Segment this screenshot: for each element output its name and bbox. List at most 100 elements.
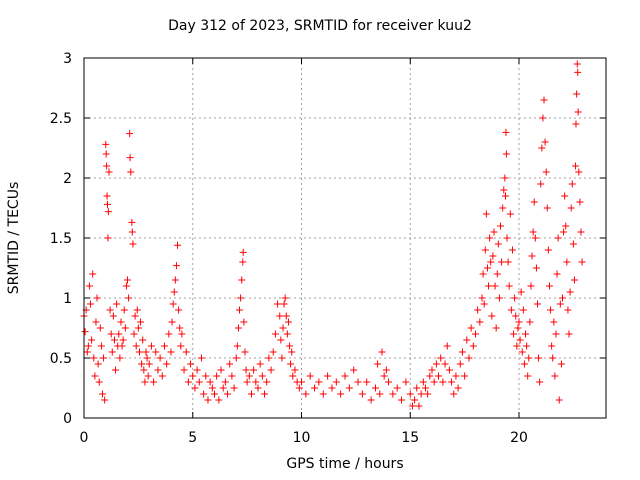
data-point bbox=[578, 258, 586, 266]
data-point bbox=[177, 342, 185, 350]
y-tick-label: 0 bbox=[63, 411, 72, 427]
data-point bbox=[165, 330, 173, 338]
x-tick-label: 15 bbox=[401, 430, 419, 446]
data-point bbox=[289, 372, 297, 380]
data-point bbox=[523, 342, 531, 350]
grid-lines bbox=[84, 58, 606, 418]
data-point bbox=[252, 378, 260, 386]
data-point bbox=[90, 354, 98, 362]
data-point bbox=[243, 378, 251, 386]
data-point bbox=[291, 366, 299, 374]
data-point bbox=[280, 300, 288, 308]
data-point bbox=[493, 270, 501, 278]
data-point bbox=[528, 252, 536, 260]
data-point bbox=[236, 306, 244, 314]
data-point bbox=[137, 318, 145, 326]
data-point bbox=[238, 276, 246, 284]
data-point bbox=[417, 390, 425, 398]
data-point bbox=[93, 294, 101, 302]
data-point bbox=[500, 186, 508, 194]
data-point bbox=[311, 384, 319, 392]
data-point bbox=[430, 378, 438, 386]
data-point bbox=[465, 354, 473, 362]
data-point bbox=[490, 228, 498, 236]
data-point bbox=[495, 294, 503, 302]
data-point bbox=[233, 342, 241, 350]
data-point bbox=[574, 68, 582, 76]
data-point bbox=[514, 324, 522, 332]
data-point bbox=[160, 342, 168, 350]
data-point bbox=[492, 324, 500, 332]
data-point bbox=[530, 198, 538, 206]
data-point bbox=[367, 396, 375, 404]
data-point bbox=[551, 372, 559, 380]
data-point bbox=[172, 262, 180, 270]
data-point bbox=[261, 390, 269, 398]
y-tick-label: 1.5 bbox=[50, 231, 72, 247]
data-point bbox=[106, 306, 114, 314]
data-point bbox=[502, 150, 510, 158]
data-point bbox=[518, 348, 526, 356]
x-tick-label: 5 bbox=[188, 430, 197, 446]
data-point bbox=[472, 330, 479, 338]
data-point bbox=[265, 354, 273, 362]
data-point bbox=[402, 378, 410, 386]
data-point bbox=[113, 300, 121, 308]
data-point bbox=[354, 378, 362, 386]
data-point bbox=[215, 396, 223, 404]
data-point bbox=[513, 342, 521, 350]
data-point bbox=[544, 246, 552, 254]
data-point bbox=[437, 354, 445, 362]
data-point bbox=[573, 90, 581, 98]
data-point bbox=[489, 252, 497, 260]
data-point bbox=[128, 228, 136, 236]
data-point bbox=[85, 282, 93, 290]
data-point bbox=[288, 348, 296, 356]
data-point bbox=[328, 384, 336, 392]
data-point bbox=[413, 384, 421, 392]
y-tick-label: 1 bbox=[63, 291, 72, 307]
data-point bbox=[573, 60, 581, 68]
data-point bbox=[332, 378, 340, 386]
data-point bbox=[376, 390, 384, 398]
data-point bbox=[141, 378, 149, 386]
data-point bbox=[178, 330, 186, 338]
data-point bbox=[525, 354, 533, 362]
data-point bbox=[549, 354, 557, 362]
data-point bbox=[283, 330, 291, 338]
data-point bbox=[554, 234, 562, 242]
plot-frame bbox=[83, 57, 607, 419]
data-point bbox=[219, 384, 227, 392]
data-point bbox=[485, 282, 493, 290]
data-point bbox=[154, 366, 162, 374]
data-point bbox=[538, 144, 546, 152]
data-point bbox=[439, 378, 447, 386]
data-point bbox=[443, 342, 451, 350]
data-point bbox=[452, 372, 460, 380]
data-point bbox=[574, 108, 582, 116]
data-point bbox=[230, 384, 238, 392]
data-point bbox=[126, 130, 134, 138]
data-point bbox=[576, 198, 584, 206]
data-point bbox=[128, 218, 136, 226]
data-point bbox=[232, 354, 240, 362]
data-point bbox=[541, 138, 549, 146]
data-point bbox=[564, 306, 572, 314]
data-point bbox=[537, 180, 545, 188]
data-point bbox=[532, 264, 540, 272]
data-point bbox=[540, 96, 548, 104]
data-point bbox=[350, 366, 358, 374]
y-tick-label: 3 bbox=[63, 51, 72, 67]
data-point bbox=[277, 336, 285, 344]
data-point bbox=[245, 372, 253, 380]
data-point bbox=[89, 270, 97, 278]
data-point bbox=[421, 384, 429, 392]
data-point bbox=[124, 276, 131, 284]
data-point bbox=[479, 270, 487, 278]
data-point bbox=[102, 150, 110, 158]
tick-labels: 0 5 10 15 20 0 0.5 1 1.5 2 2.5 3 bbox=[50, 51, 528, 446]
data-point bbox=[211, 390, 218, 398]
data-point bbox=[187, 360, 195, 368]
data-point bbox=[478, 294, 486, 302]
data-point bbox=[572, 120, 580, 128]
